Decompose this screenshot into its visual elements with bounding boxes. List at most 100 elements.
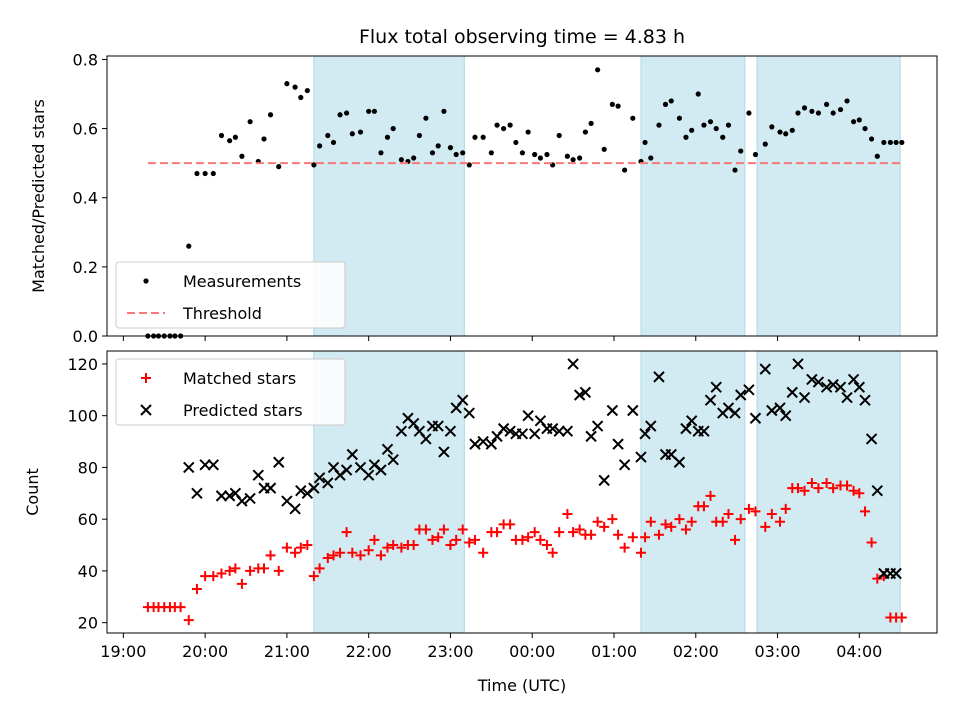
matched-stars-point — [574, 524, 585, 535]
matched-stars-point — [363, 545, 374, 556]
measurements-point — [642, 139, 648, 146]
matched-stars-point — [774, 516, 785, 527]
matched-stars-point — [492, 527, 503, 538]
predicted-stars-point — [780, 409, 792, 422]
matched-stars-point — [872, 573, 883, 584]
predicted-stars-point — [407, 417, 420, 430]
matched-stars-point — [517, 534, 528, 545]
matched-stars-point — [314, 563, 325, 574]
measurements-point — [746, 110, 752, 116]
measurements-point — [837, 106, 844, 113]
matched-stars-point — [191, 584, 202, 595]
predicted-stars-point — [729, 407, 741, 419]
matched-stars-point — [723, 508, 734, 519]
data-layer — [142, 358, 907, 626]
legend-label-matched-stars: Matched stars — [183, 369, 296, 388]
data-layer — [145, 67, 905, 339]
matched-stars-point — [369, 534, 380, 545]
predicted-stars-point — [573, 389, 586, 401]
matched-stars-point — [265, 550, 276, 561]
y-axis-label: Matched/Predicted stars — [29, 99, 48, 293]
measurements-point — [343, 110, 350, 116]
predicted-stars-point — [673, 456, 686, 468]
legend: Measurements Threshold — [115, 261, 346, 329]
y-tick-label: 0.6 — [73, 120, 98, 139]
predicted-stars-point — [653, 371, 665, 383]
x-tick-label: 00:00 — [509, 642, 555, 661]
measurements-point — [441, 108, 447, 114]
predicted-stars-point — [289, 503, 301, 515]
measurements-point — [648, 155, 654, 161]
measurements-point — [460, 150, 466, 156]
predicted-stars-point — [806, 373, 818, 386]
measurements-point — [513, 139, 519, 146]
measurements-point — [601, 146, 607, 152]
legend: Matched stars Predicted stars — [115, 358, 346, 426]
measurements-point — [261, 136, 267, 142]
measurements-point — [532, 151, 538, 158]
measurements-point — [227, 138, 233, 144]
measurements-point — [194, 170, 200, 177]
matched-stars-point — [717, 516, 728, 527]
predicted-stars-point — [820, 381, 833, 393]
predicted-stars-point — [890, 567, 902, 580]
x-tick-label: 03:00 — [754, 642, 800, 661]
predicted-stars-point — [774, 402, 786, 414]
matched-stars-point — [328, 550, 339, 561]
measurements-point — [357, 129, 364, 135]
predicted-stars-point — [735, 389, 747, 401]
matched-stars-point — [792, 483, 803, 494]
measurements-point — [899, 139, 905, 146]
measurements-point — [850, 119, 857, 125]
matched-stars-point — [347, 547, 358, 558]
matched-stars-point — [780, 503, 791, 514]
matched-stars-point — [848, 485, 859, 496]
measurements-point — [713, 125, 719, 132]
y-tick-label: 60 — [78, 510, 98, 529]
predicted-stars-point — [362, 469, 375, 481]
predicted-stars-point — [567, 358, 579, 370]
measurements-point — [582, 129, 588, 135]
predicted-stars-point — [244, 492, 256, 505]
predicted-stars-point — [834, 381, 847, 393]
predicted-stars-point — [859, 394, 871, 406]
x-tick-label: 23:00 — [427, 642, 473, 661]
matched-stars-point — [640, 532, 651, 543]
measurements-point — [378, 150, 384, 156]
predicted-stars-point — [792, 358, 804, 370]
shaded-interval-1 — [640, 55, 746, 337]
matched-stars-point — [705, 490, 716, 501]
matched-stars-point — [183, 615, 194, 626]
predicted-stars-point — [865, 433, 878, 445]
predicted-stars-point — [308, 482, 320, 494]
measurements-point — [390, 125, 396, 132]
measurements-point — [480, 134, 486, 140]
measurements-point — [337, 112, 343, 118]
matched-stars-point — [806, 477, 817, 488]
predicted-stars-point — [340, 464, 353, 476]
matched-stars-point — [273, 565, 284, 576]
matched-stars-point — [686, 516, 697, 527]
measurements-point — [435, 143, 441, 149]
measurements-point — [366, 108, 372, 114]
matched-stars-point — [375, 550, 386, 561]
measurements-point — [862, 125, 868, 132]
measurements-point — [676, 115, 683, 121]
predicted-stars-point — [635, 451, 647, 463]
matched-stars-point — [666, 521, 677, 532]
matched-stars-point — [322, 552, 333, 563]
matched-stars-point — [236, 578, 247, 589]
measurements-point — [707, 119, 714, 125]
predicted-stars-point — [444, 425, 457, 437]
matched-stars-point — [245, 565, 256, 576]
measurements-point — [887, 139, 893, 146]
measurements-point — [232, 134, 238, 140]
chart-title: Flux total observing time = 4.83 h — [359, 26, 685, 48]
predicted-stars-point — [585, 430, 597, 443]
matched-stars-point — [896, 612, 907, 623]
predicted-stars-point — [553, 425, 565, 437]
matched-stars-point — [599, 521, 610, 532]
legend-label-measurements: Measurements — [183, 272, 301, 291]
predicted-stars-point — [497, 422, 510, 435]
